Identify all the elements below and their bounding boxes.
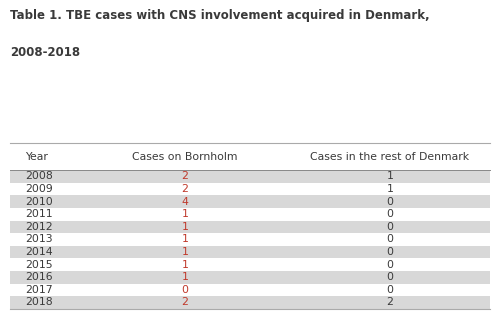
Text: 2012: 2012	[25, 222, 52, 232]
Text: 1: 1	[386, 184, 394, 194]
Text: 0: 0	[386, 285, 394, 295]
Text: 1: 1	[182, 209, 188, 219]
Text: 1: 1	[182, 260, 188, 270]
Text: 0: 0	[386, 197, 394, 207]
FancyBboxPatch shape	[10, 246, 490, 258]
FancyBboxPatch shape	[10, 296, 490, 309]
FancyBboxPatch shape	[10, 195, 490, 208]
Text: 2013: 2013	[25, 234, 52, 244]
Text: 1: 1	[182, 234, 188, 244]
Text: 0: 0	[182, 285, 188, 295]
Text: 2010: 2010	[25, 197, 53, 207]
Text: 2: 2	[182, 171, 188, 181]
Text: 2011: 2011	[25, 209, 52, 219]
Text: 2015: 2015	[25, 260, 52, 270]
Text: 2016: 2016	[25, 272, 52, 282]
Text: 2008-2018: 2008-2018	[10, 46, 80, 59]
Text: Table 1. TBE cases with CNS involvement acquired in Denmark,: Table 1. TBE cases with CNS involvement …	[10, 9, 430, 22]
Text: 4: 4	[182, 197, 188, 207]
Text: 2: 2	[182, 297, 188, 307]
Text: 1: 1	[386, 171, 394, 181]
Text: 2: 2	[182, 184, 188, 194]
Text: 2: 2	[386, 297, 394, 307]
Text: 0: 0	[386, 222, 394, 232]
FancyBboxPatch shape	[10, 170, 490, 183]
Text: 2008: 2008	[25, 171, 53, 181]
Text: 1: 1	[182, 272, 188, 282]
FancyBboxPatch shape	[10, 220, 490, 233]
Text: 1: 1	[182, 247, 188, 257]
Text: Cases in the rest of Denmark: Cases in the rest of Denmark	[310, 152, 470, 162]
Text: 0: 0	[386, 209, 394, 219]
Text: 0: 0	[386, 234, 394, 244]
Text: 2014: 2014	[25, 247, 52, 257]
Text: 0: 0	[386, 247, 394, 257]
FancyBboxPatch shape	[10, 271, 490, 284]
Text: 0: 0	[386, 260, 394, 270]
Text: 1: 1	[182, 222, 188, 232]
Text: 2017: 2017	[25, 285, 52, 295]
Text: Year: Year	[25, 152, 48, 162]
Text: Cases on Bornholm: Cases on Bornholm	[132, 152, 238, 162]
Text: 2009: 2009	[25, 184, 53, 194]
Text: 0: 0	[386, 272, 394, 282]
Text: 2018: 2018	[25, 297, 52, 307]
